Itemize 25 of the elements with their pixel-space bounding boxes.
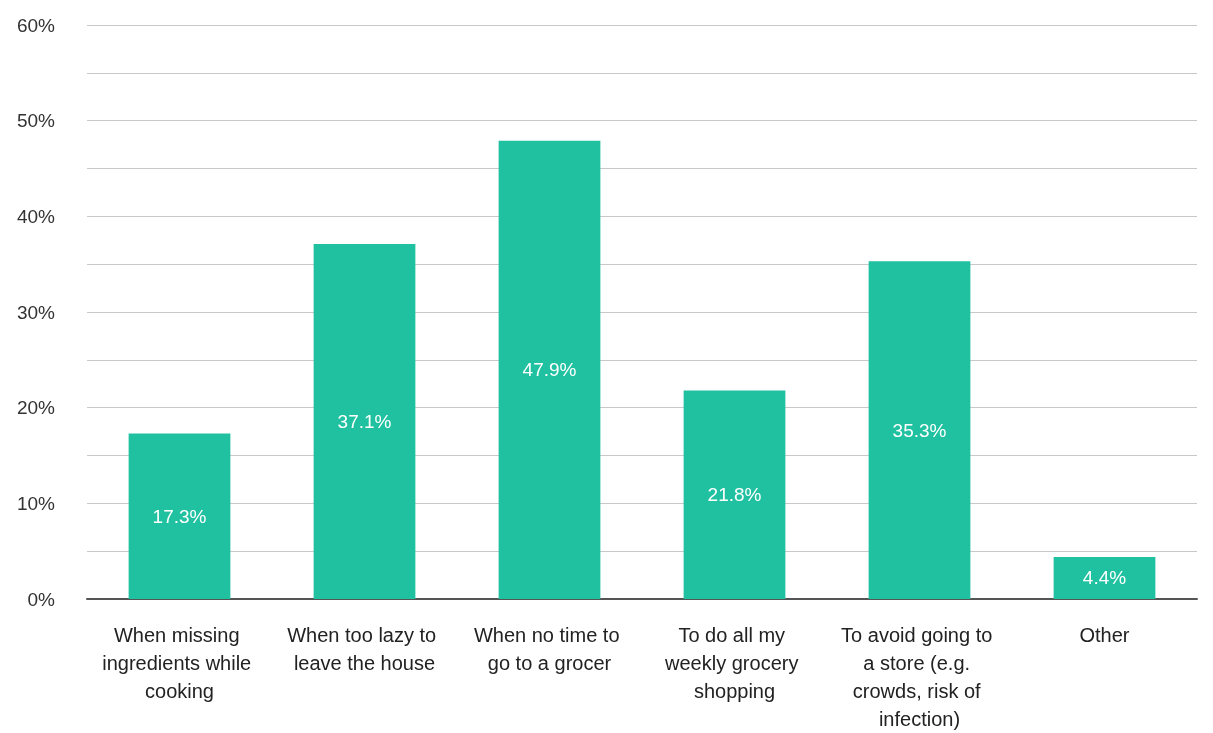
- x-tick-label: Other: [1079, 624, 1130, 646]
- x-tick-label: To do all my weekly grocery shopping: [664, 624, 804, 702]
- y-tick-label: 0%: [27, 588, 56, 610]
- y-tick-label: 60%: [16, 14, 56, 36]
- bar: [683, 390, 786, 599]
- data-label: 21.8%: [707, 484, 762, 506]
- bar: [868, 261, 971, 599]
- y-tick-label: 50%: [16, 110, 56, 132]
- x-tick-label: To avoid going to a store (e.g. crowds, risk of infection): [841, 624, 998, 730]
- bar: [128, 433, 231, 599]
- bar: [498, 140, 601, 599]
- y-tick-label: 40%: [16, 205, 56, 227]
- x-tick-label: When no time to go to a grocer: [473, 624, 626, 674]
- y-tick-label: 20%: [16, 397, 56, 419]
- data-label: 47.9%: [522, 359, 577, 381]
- data-label: 17.3%: [152, 505, 207, 527]
- data-label: 4.4%: [1082, 567, 1127, 589]
- x-tick-label: When missing ingredients while cooking: [102, 624, 257, 702]
- data-label: 35.3%: [892, 419, 947, 441]
- x-tick-label: When too lazy to leave the house: [287, 624, 442, 674]
- data-label: 37.1%: [337, 411, 392, 433]
- bar: [313, 244, 416, 599]
- y-tick-label: 10%: [16, 492, 56, 514]
- bar: [1053, 556, 1156, 599]
- y-tick-label: 30%: [16, 301, 56, 323]
